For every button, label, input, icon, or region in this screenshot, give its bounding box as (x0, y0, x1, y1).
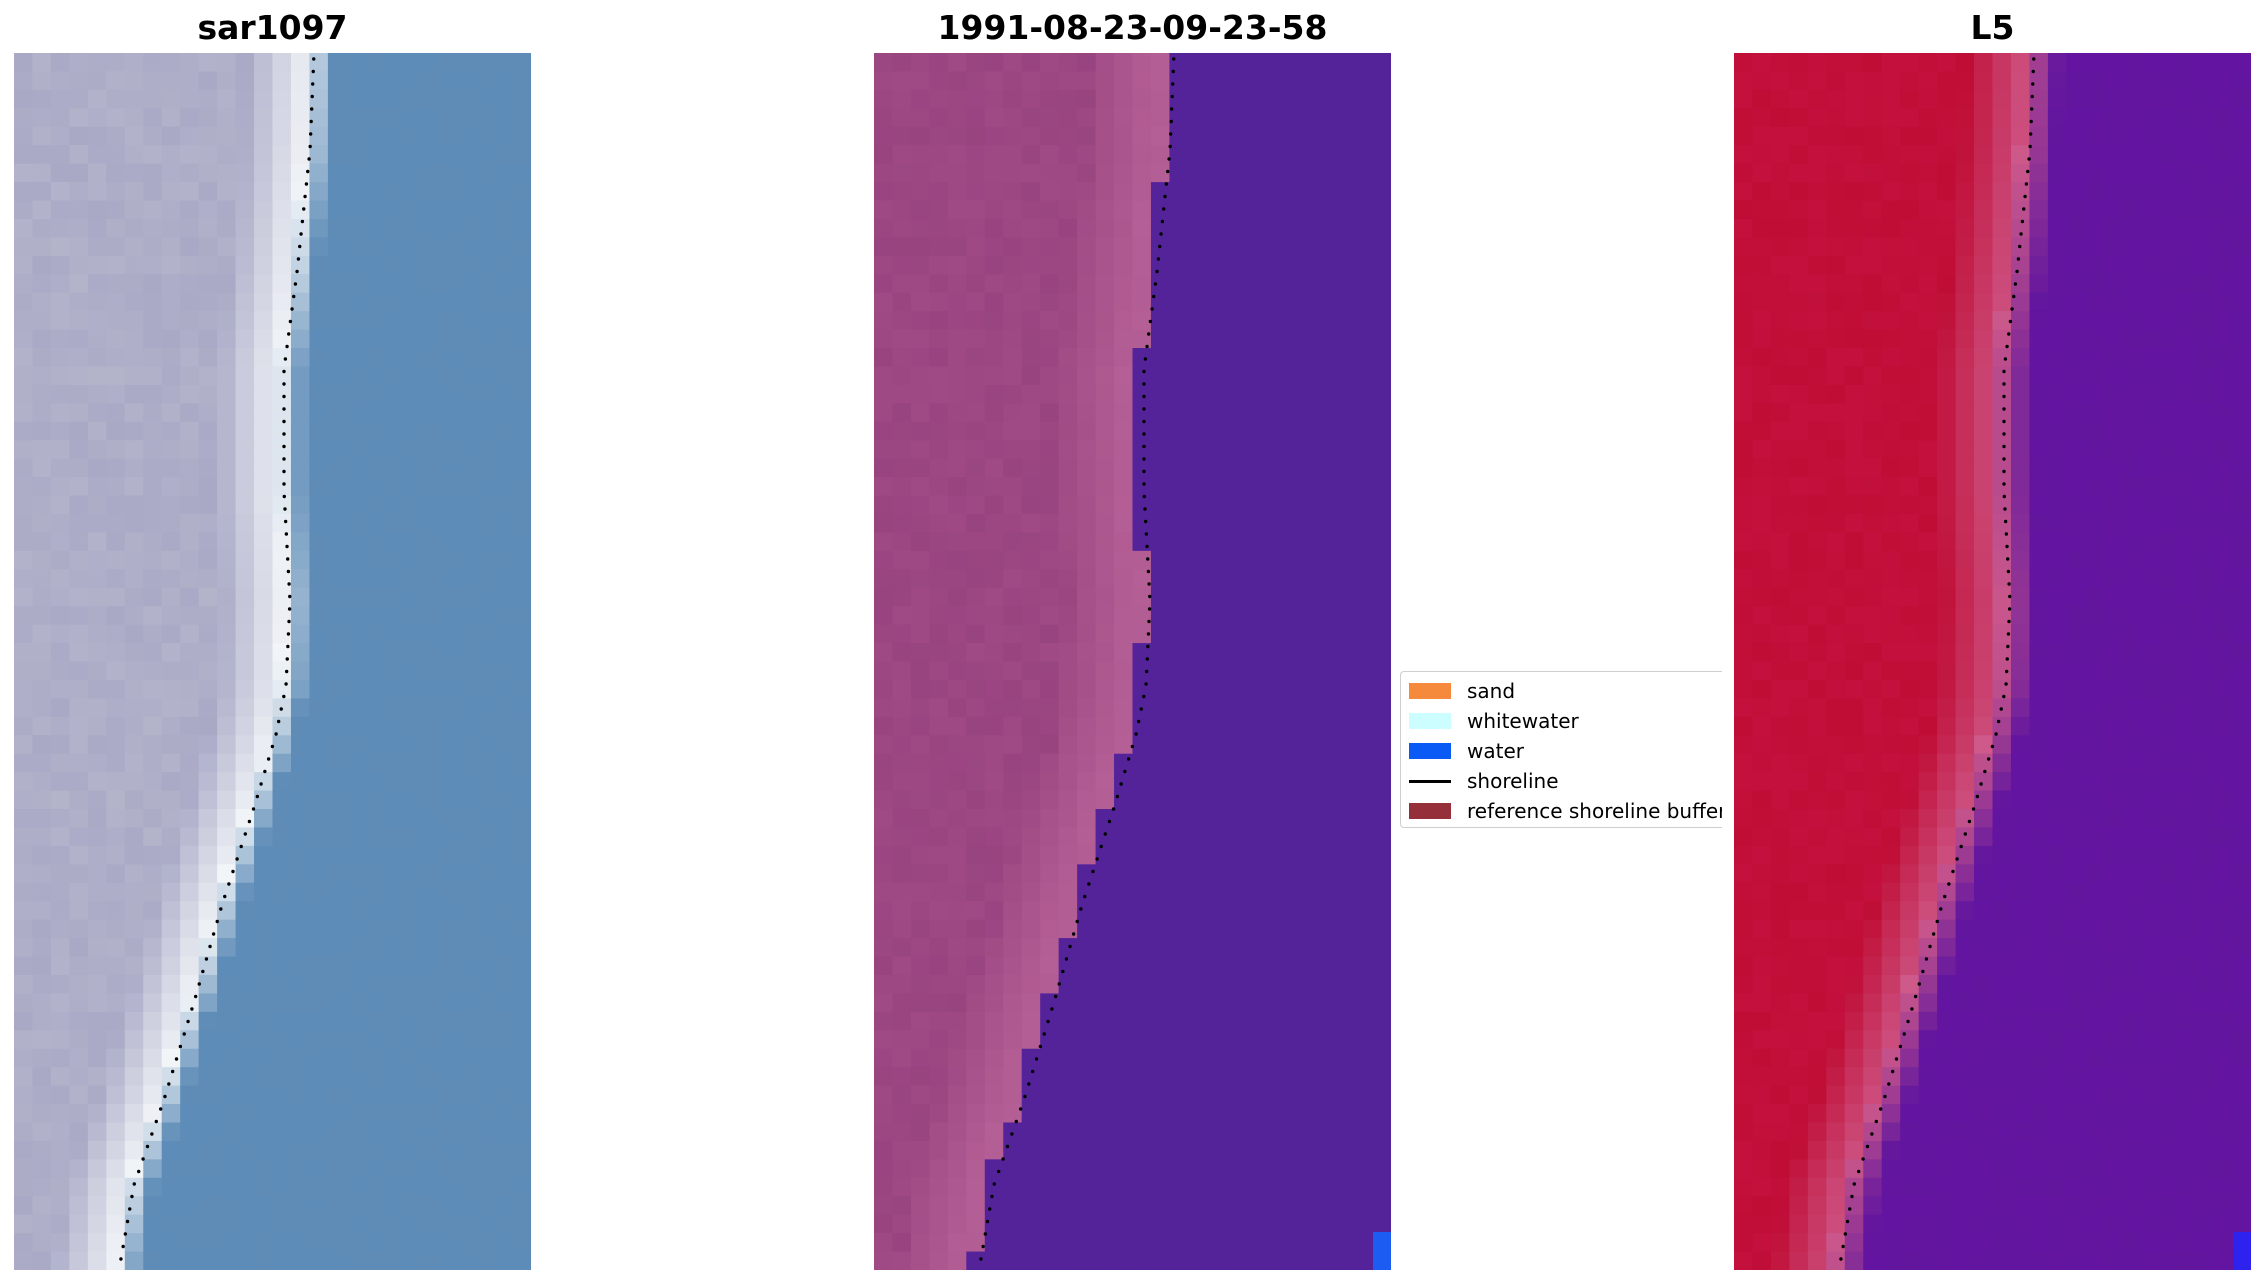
l5-image (1734, 53, 2251, 1270)
legend-swatch-reference-buffer (1409, 803, 1451, 819)
water-pixel-flag (1373, 1232, 1391, 1270)
legend-label-water: water (1467, 739, 1524, 763)
legend-swatch-water (1409, 743, 1451, 759)
legend-label-reference-buffer: reference shoreline buffer (1467, 799, 1722, 823)
sar-image-panel (14, 53, 531, 1270)
legend-entry-shoreline: shoreline (1409, 766, 1559, 796)
shoreline-dots (119, 57, 316, 1261)
legend-entry-sand: sand (1409, 676, 1515, 706)
legend-label-whitewater: whitewater (1467, 709, 1579, 733)
shoreline-dots (1839, 57, 2036, 1261)
l5-image-panel (1734, 53, 2251, 1270)
legend-swatch-sand (1409, 683, 1451, 699)
panel-title-sar: sar1097 (197, 8, 348, 47)
legend: sand whitewater water shoreline referenc… (1400, 671, 1722, 828)
legend-label-shoreline: shoreline (1467, 769, 1559, 793)
panel-title-l5: L5 (1970, 8, 2015, 47)
legend-entry-water: water (1409, 736, 1524, 766)
legend-swatch-whitewater (1409, 713, 1451, 729)
shoreline-dots (979, 57, 1176, 1261)
legend-label-sand: sand (1467, 679, 1516, 703)
classified-image (874, 53, 1391, 1270)
sar-image (14, 53, 531, 1270)
classified-image-panel (874, 53, 1391, 1270)
panel-title-classified: 1991-08-23-09-23-58 (937, 8, 1328, 47)
legend-entry-reference-buffer: reference shoreline buffer (1409, 796, 1722, 826)
legend-entry-whitewater: whitewater (1409, 706, 1579, 736)
legend-line-shoreline (1409, 779, 1451, 783)
water-pixel-flag (2233, 1232, 2251, 1270)
